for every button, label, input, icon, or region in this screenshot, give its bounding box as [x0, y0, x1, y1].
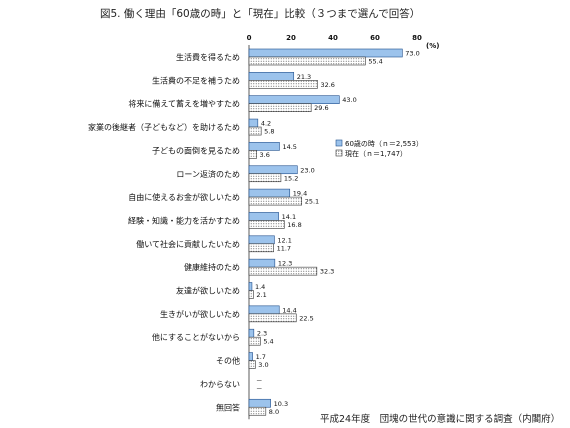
data-label-60sai: 12.3: [278, 260, 292, 268]
bar-genzai: [248, 56, 366, 66]
category-label: ローン返済のため: [176, 169, 240, 179]
data-label-genzai: 5.8: [264, 128, 274, 136]
category-label: 将来に備えて蓄えを増やすため: [128, 99, 240, 109]
x-tick-label: 0: [247, 34, 252, 42]
bar-60sai: [248, 48, 403, 58]
bar-60sai: [248, 328, 255, 338]
data-label-genzai: 25.1: [305, 198, 319, 206]
data-label-60sai: －: [256, 376, 263, 384]
bar-genzai: [248, 360, 256, 369]
category-label: 生活費の不足を補うため: [152, 75, 240, 85]
data-label-genzai: 32.3: [320, 268, 334, 276]
data-label-genzai: 3.0: [258, 361, 268, 369]
bar-60sai: [248, 398, 271, 408]
category-label: 自由に使えるお金が欲しいため: [128, 192, 240, 202]
category-label: わからない: [200, 380, 240, 389]
category-label: 子どもの面倒を見るため: [152, 145, 240, 155]
data-label-60sai: 14.4: [282, 306, 296, 314]
bar-60sai: [248, 258, 276, 268]
legend-label-genzai: 現在（ｎ＝1,747）: [345, 149, 407, 158]
data-label-60sai: 14.5: [282, 143, 296, 151]
data-label-genzai: 16.8: [287, 221, 301, 229]
bar-genzai: [248, 80, 318, 89]
category-label: 他にすることがないから: [152, 332, 240, 342]
bar-60sai: [248, 95, 340, 104]
category-label: その他: [216, 356, 240, 366]
bar-60sai: [248, 212, 279, 221]
x-tick-label: 80: [412, 34, 422, 42]
data-label-genzai: 22.5: [299, 314, 313, 322]
data-label-genzai: 8.0: [269, 408, 279, 416]
legend-swatch-60sai: [335, 139, 343, 147]
data-label-60sai: 19.4: [293, 190, 307, 198]
data-label-genzai: 29.6: [314, 104, 328, 112]
bar-genzai: [248, 103, 312, 112]
data-label-genzai: 55.4: [368, 58, 382, 66]
bar-60sai: [248, 72, 295, 81]
x-tick-label: 20: [286, 34, 296, 42]
bar-genzai: [248, 290, 254, 299]
bar-genzai: [248, 196, 303, 206]
data-label-60sai: 23.0: [300, 166, 314, 174]
bar-60sai: [248, 142, 280, 151]
data-label-genzai: －: [256, 384, 263, 392]
bar-60sai: [248, 305, 280, 315]
data-label-genzai: 11.7: [277, 244, 291, 252]
bar-60sai: [248, 188, 291, 198]
source-note: 平成24年度 団塊の世代の意識に関する調査（内閣府）: [320, 414, 561, 425]
bar-60sai: [248, 352, 253, 361]
bar-genzai: [248, 150, 257, 159]
legend-swatch-genzai: [335, 149, 343, 157]
bar-60sai: [248, 282, 253, 291]
bar-genzai: [248, 336, 261, 346]
data-label-60sai: 14.1: [282, 213, 296, 221]
data-label-genzai: 15.2: [284, 174, 298, 182]
data-label-60sai: 73.0: [405, 50, 419, 58]
category-label: 働いて社会に貢献したいため: [136, 239, 240, 249]
category-label: 家業の後継者（子どもなど）を助けるため: [88, 122, 240, 132]
bar-genzai: [248, 406, 267, 416]
category-label: 無回答: [216, 402, 240, 412]
data-label-genzai: 32.6: [320, 81, 334, 89]
category-label: 生活費を得るため: [176, 52, 240, 62]
x-tick-label: 60: [370, 34, 380, 42]
bar-genzai: [248, 313, 297, 323]
data-label-60sai: 1.7: [256, 353, 266, 361]
bar-60sai: [248, 235, 275, 245]
x-tick-label: 40: [328, 34, 338, 42]
data-label-60sai: 12.1: [277, 236, 291, 244]
bar-genzai: [248, 220, 285, 229]
bar-genzai: [248, 126, 262, 136]
data-label-60sai: 10.3: [274, 400, 288, 408]
data-label-genzai: 3.6: [260, 151, 270, 159]
bar-genzai: [248, 173, 282, 183]
bar-genzai: [248, 266, 318, 276]
bar-60sai: [248, 165, 298, 175]
data-label-60sai: 2.3: [257, 330, 267, 338]
category-label: 健康維持のため: [184, 262, 240, 272]
chart-title: 図5. 働く理由「60歳の時」と「現在」比較（３つまで選んで回答）: [100, 8, 421, 20]
category-label: 経験・知識・能力を活かすため: [128, 215, 240, 225]
data-label-60sai: 1.4: [255, 283, 265, 291]
unit-label: (%): [426, 42, 439, 50]
category-label: 友達が欲しいため: [176, 286, 240, 296]
data-label-60sai: 43.0: [342, 96, 356, 104]
data-label-60sai: 21.3: [297, 73, 311, 81]
bar-60sai: [248, 118, 259, 128]
data-label-genzai: 2.1: [256, 291, 266, 299]
data-label-genzai: 5.4: [263, 338, 273, 346]
bar-genzai: [248, 243, 274, 253]
data-label-60sai: 4.2: [261, 120, 271, 128]
legend-label-60sai: 60歳の時（ｎ＝2,553）: [345, 139, 423, 148]
category-label: 生きがいが欲しいため: [160, 309, 240, 319]
